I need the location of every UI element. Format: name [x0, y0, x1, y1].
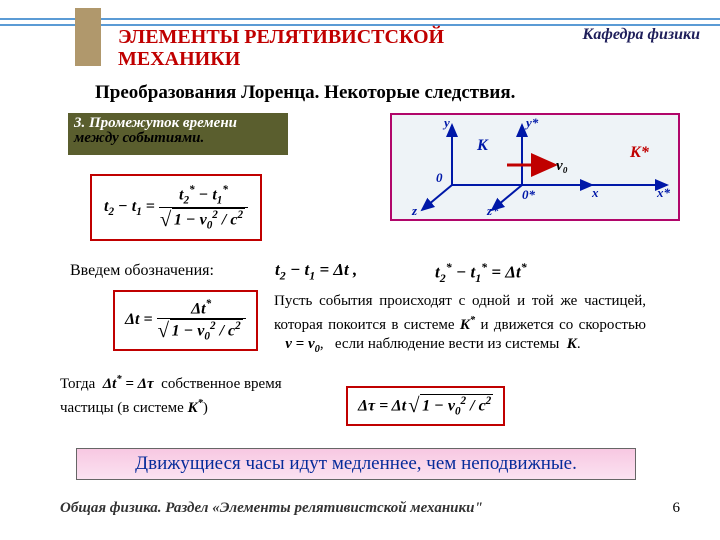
- frame-k: К: [476, 137, 489, 154]
- paragraph: Пусть события происходят с одной и той ж…: [274, 292, 646, 359]
- section-box: 3. Промежуток времени между событиями.: [68, 113, 288, 155]
- conclusion-box: Движущиеся часы идут медленнее, чем непо…: [76, 448, 636, 480]
- page-number: 6: [673, 500, 681, 517]
- diagram-svg: y y* x x* z z* 0 0* К К* v₀: [392, 115, 682, 223]
- section-text-2: между событиями.: [74, 130, 282, 147]
- header-rule-1: [0, 18, 720, 20]
- axis-ys: y*: [524, 115, 539, 130]
- proper-time-text: Тогда Δt* = Δτ собственное время частицы…: [60, 370, 328, 418]
- title-line-1: ЭЛЕМЕНТЫ РЕЛЯТИВИСТСКОЙ: [118, 26, 444, 48]
- frame-kstar: К*: [629, 144, 650, 161]
- axis-x: x: [591, 185, 599, 200]
- accent-block: [75, 8, 101, 66]
- axis-xs: x*: [656, 185, 671, 200]
- formula-delta-t: Δt = Δt* 1 − v02 / c2: [113, 290, 258, 351]
- notation-label: Введем обозначения:: [70, 262, 214, 280]
- section-number: 3.: [74, 115, 85, 131]
- formula-time-dilation: t2 − t1 = t2* − t1* 1 − v02 / c2: [90, 174, 262, 241]
- velocity-label: v₀: [556, 158, 568, 174]
- inline-eq-2: t2* − t1* = Δt*: [435, 260, 527, 286]
- axis-z: z: [411, 203, 418, 218]
- axis-zs: z*: [486, 203, 499, 218]
- formula-proper-time: Δτ = Δt 1 − v02 / c2: [346, 386, 505, 426]
- origin-0: 0: [436, 170, 443, 185]
- coordinate-diagram: y y* x x* z z* 0 0* К К* v₀: [390, 113, 680, 221]
- origin-0s: 0*: [522, 187, 536, 202]
- inline-eq-1: t2 − t1 = Δt ,: [275, 260, 357, 283]
- subtitle: Преобразования Лоренца. Некоторые следст…: [95, 82, 515, 104]
- title-line-2: МЕХАНИКИ: [118, 48, 240, 70]
- department-label: Кафедра физики: [583, 26, 700, 44]
- main-title: ЭЛЕМЕНТЫ РЕЛЯТИВИСТСКОЙ МЕХАНИКИ: [118, 26, 444, 70]
- footer-text: Общая физика. Раздел «Элементы релятивис…: [60, 500, 483, 517]
- section-text-1: Промежуток времени: [89, 115, 237, 131]
- axis-y: y: [442, 115, 450, 130]
